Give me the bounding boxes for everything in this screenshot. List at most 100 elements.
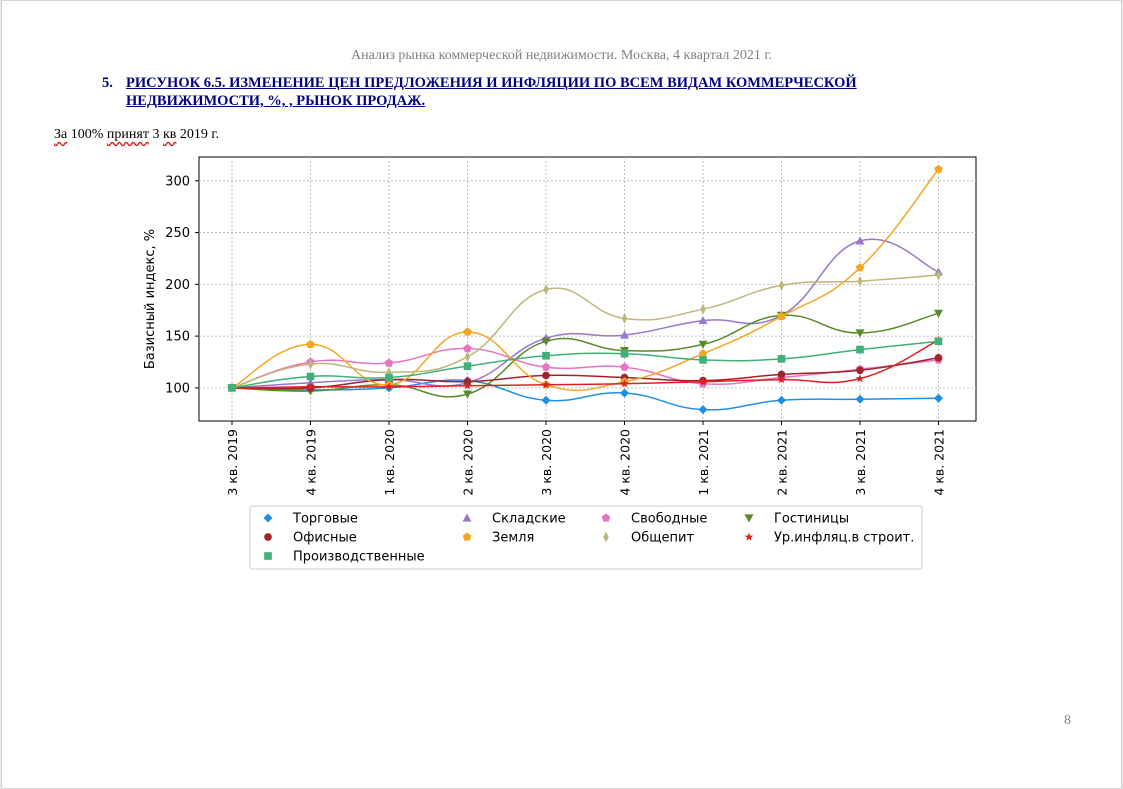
x-tick-label: 4 кв. 2021 [932, 429, 947, 496]
data-point [777, 375, 786, 384]
legend-marker [603, 531, 609, 543]
legend-label: Земля [492, 531, 534, 546]
x-tick-label: 2 кв. 2021 [775, 429, 790, 496]
data-point [855, 263, 865, 272]
y-tick-label: 150 [165, 330, 190, 345]
data-point [228, 384, 236, 392]
data-point [307, 358, 314, 370]
legend-label: Складские [492, 512, 566, 527]
data-point [934, 309, 943, 318]
data-point [857, 275, 863, 287]
legend-label: Ур.инфляц.в строит. [774, 531, 914, 546]
data-point [306, 378, 315, 387]
data-point [620, 330, 629, 339]
note-word: кв [162, 127, 177, 142]
heading-link-text[interactable]: РИСУНОК 6.5. ИЗМЕНЕНИЕ ЦЕН ПРЕДЛОЖЕНИЯ И… [126, 75, 857, 109]
legend-marker [462, 513, 472, 522]
data-point [306, 382, 315, 391]
page-number: 8 [1064, 713, 1071, 728]
legend-box [249, 505, 923, 570]
data-point [934, 337, 943, 346]
plot-area [198, 156, 977, 422]
page-header: Анализ рынка коммерческой недвижимости. … [350, 48, 773, 63]
data-point [620, 379, 629, 388]
data-point [700, 303, 706, 315]
data-point [541, 380, 551, 389]
data-point [698, 405, 708, 415]
data-point [934, 393, 943, 403]
legend-label: Общепит [631, 531, 694, 546]
note-word: 2019 г. [176, 127, 220, 142]
heading-number: 5. [102, 75, 113, 91]
data-point [463, 390, 472, 399]
data-point [698, 340, 708, 349]
data-point [855, 329, 865, 338]
series-line [231, 238, 939, 389]
note-word: 3 [148, 127, 163, 142]
data-point [778, 279, 785, 291]
data-point [306, 372, 315, 381]
data-point [542, 371, 550, 380]
series-line [231, 379, 939, 411]
data-point [777, 370, 786, 379]
data-point [934, 354, 943, 362]
x-tick-label: 4 кв. 2020 [618, 429, 633, 496]
series-8 [228, 337, 943, 392]
data-point [463, 381, 472, 390]
data-point [855, 236, 865, 245]
data-point [385, 373, 393, 382]
y-tick-label: 250 [165, 226, 190, 241]
data-point [464, 351, 471, 363]
data-point [856, 345, 864, 354]
base-note: За 100% принят 3 кв 2019 г. [54, 127, 219, 143]
legend-label: Офисные [293, 531, 357, 546]
note-word: принят [106, 127, 149, 142]
data-point [541, 395, 551, 405]
y-tick-label: 100 [165, 381, 190, 396]
x-tick-label: 2 кв. 2020 [461, 429, 476, 496]
data-point [855, 374, 865, 383]
legend-label: Производственные [293, 550, 425, 565]
data-point [620, 349, 629, 358]
x-tick-label: 3 кв. 2020 [539, 429, 554, 496]
x-tick-label: 1 кв. 2021 [696, 429, 711, 496]
data-point [541, 362, 551, 371]
legend-label: Торговые [292, 512, 358, 527]
x-tick-label: 3 кв. 2019 [225, 429, 240, 496]
legend-marker [264, 533, 272, 541]
data-point [777, 311, 786, 321]
y-tick-label: 200 [165, 278, 190, 293]
legend-marker [744, 532, 754, 541]
y-axis-label: Базисный индекс, % [143, 229, 158, 369]
note-word: За [54, 127, 68, 142]
legend-label: Свободные [631, 512, 707, 527]
data-point [855, 394, 865, 404]
series-line [231, 274, 939, 389]
data-point [699, 356, 707, 364]
data-point [463, 327, 472, 336]
series-line [231, 357, 939, 390]
legend-marker [462, 532, 472, 541]
y-tick-label: 300 [165, 174, 190, 189]
note-word: 100% [67, 127, 107, 142]
data-point [698, 316, 708, 325]
x-tick-label: 3 кв. 2021 [853, 429, 868, 496]
data-point [541, 337, 551, 346]
data-point [935, 269, 942, 281]
legend-marker [263, 513, 273, 523]
x-tick-label: 1 кв. 2020 [382, 429, 397, 496]
x-tick-label: 4 кв. 2019 [304, 429, 319, 496]
data-point [463, 344, 472, 353]
data-point [306, 339, 315, 348]
data-point [620, 388, 629, 398]
legend-marker [601, 513, 611, 522]
data-point [463, 362, 472, 370]
data-point [777, 355, 786, 363]
data-point [542, 351, 550, 360]
data-point [856, 366, 864, 375]
series-line [231, 339, 939, 389]
data-point [621, 313, 628, 324]
data-point [698, 349, 708, 358]
legend: Торговые Складские Свободные Гостиницы Офисн… [249, 505, 923, 570]
